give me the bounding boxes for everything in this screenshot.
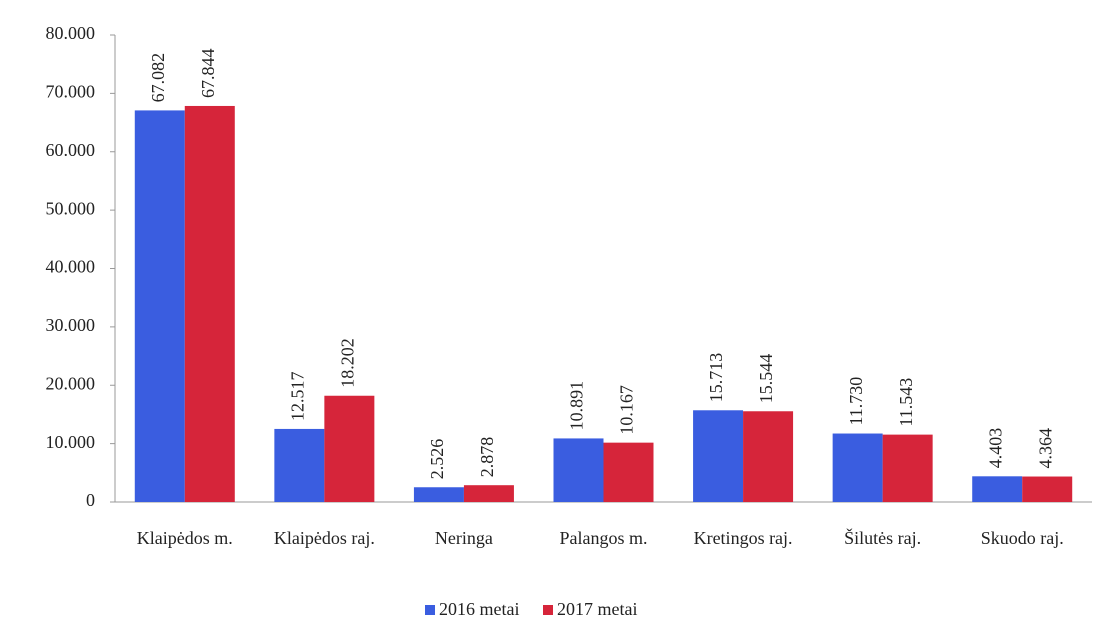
y-tick-label: 30.000 (46, 315, 96, 335)
bar (413, 487, 464, 502)
bar (603, 442, 654, 502)
value-label: 67.082 (148, 53, 168, 103)
x-tick-label: Kretingos raj. (694, 528, 793, 548)
bar (972, 476, 1023, 502)
value-label: 4.364 (1035, 428, 1055, 469)
value-label: 12.517 (287, 371, 307, 421)
value-label: 11.543 (896, 378, 916, 427)
bar (184, 105, 235, 503)
bar (274, 428, 325, 502)
legend-swatch (543, 605, 553, 615)
value-label: 2.526 (427, 439, 447, 480)
bar (882, 434, 933, 502)
value-label: 10.891 (567, 381, 587, 431)
bar (134, 110, 185, 503)
y-tick-label: 0 (86, 490, 95, 510)
value-label: 15.544 (756, 354, 776, 404)
x-tick-label: Šilutės raj. (844, 527, 921, 548)
value-label: 2.878 (477, 437, 497, 478)
bar (324, 395, 375, 502)
value-label: 4.403 (985, 428, 1005, 469)
x-tick-label: Klaipėdos raj. (274, 528, 375, 548)
legend-label: 2017 metai (557, 599, 637, 619)
value-label: 18.202 (337, 338, 357, 388)
value-label: 11.730 (846, 377, 866, 426)
x-tick-label: Skuodo raj. (981, 528, 1064, 548)
bar (832, 433, 883, 502)
value-label: 15.713 (706, 353, 726, 403)
bar (553, 438, 604, 502)
legend-swatch (425, 605, 435, 615)
y-tick-label: 10.000 (46, 432, 96, 452)
legend-label: 2016 metai (439, 599, 519, 619)
y-tick-label: 70.000 (46, 82, 96, 102)
bar (743, 411, 794, 502)
value-label: 67.844 (198, 48, 218, 97)
y-tick-label: 50.000 (46, 198, 96, 218)
bar (1022, 476, 1073, 502)
y-tick-label: 20.000 (46, 373, 96, 393)
x-tick-label: Klaipėdos m. (137, 528, 233, 548)
bar (693, 410, 744, 502)
y-tick-label: 40.000 (46, 257, 96, 277)
x-tick-label: Palangos m. (560, 528, 648, 548)
y-tick-label: 60.000 (46, 140, 96, 160)
value-label: 10.167 (617, 385, 637, 435)
x-tick-label: Neringa (435, 528, 493, 548)
y-tick-label: 80.000 (46, 23, 96, 43)
bar (463, 485, 514, 502)
